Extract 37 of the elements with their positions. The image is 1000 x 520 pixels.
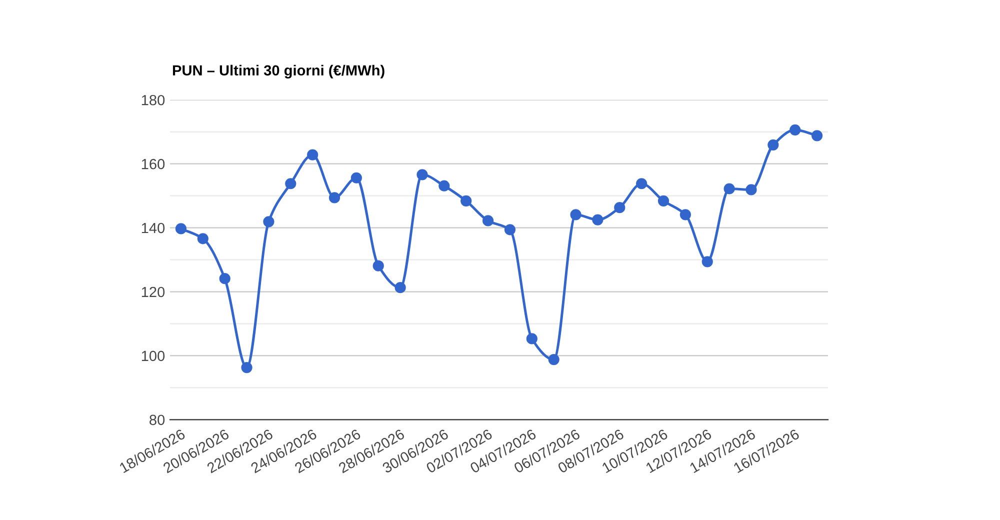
point xyxy=(416,169,428,180)
point xyxy=(724,183,735,194)
point xyxy=(526,333,538,344)
point xyxy=(614,202,626,214)
y-tick-label: 120 xyxy=(142,286,165,298)
y-tick-label: 180 xyxy=(142,94,165,106)
y-tick-label: 140 xyxy=(142,222,165,234)
point xyxy=(285,178,296,190)
y-tick-label: 160 xyxy=(142,158,165,170)
y-tick-label: 80 xyxy=(150,414,165,426)
point xyxy=(482,215,494,226)
point xyxy=(372,260,384,272)
point xyxy=(570,209,582,220)
point xyxy=(241,362,252,374)
point xyxy=(328,192,340,204)
point xyxy=(768,139,779,150)
point xyxy=(394,282,406,294)
point xyxy=(460,195,472,206)
point xyxy=(658,195,670,206)
point xyxy=(702,256,713,268)
point xyxy=(811,130,823,142)
point xyxy=(636,178,648,190)
point xyxy=(504,224,516,236)
point xyxy=(197,233,208,244)
point xyxy=(548,354,560,366)
point xyxy=(438,180,450,192)
point xyxy=(746,184,757,196)
point xyxy=(680,209,691,220)
point xyxy=(592,214,604,226)
point xyxy=(263,216,274,228)
y-tick-label: 100 xyxy=(142,350,165,362)
point xyxy=(350,172,362,184)
point xyxy=(175,223,187,234)
chart-title: PUN – Ultimi 30 giorni (€/MWh) xyxy=(172,64,384,78)
point xyxy=(307,149,318,160)
point xyxy=(790,124,801,136)
point xyxy=(219,273,230,284)
